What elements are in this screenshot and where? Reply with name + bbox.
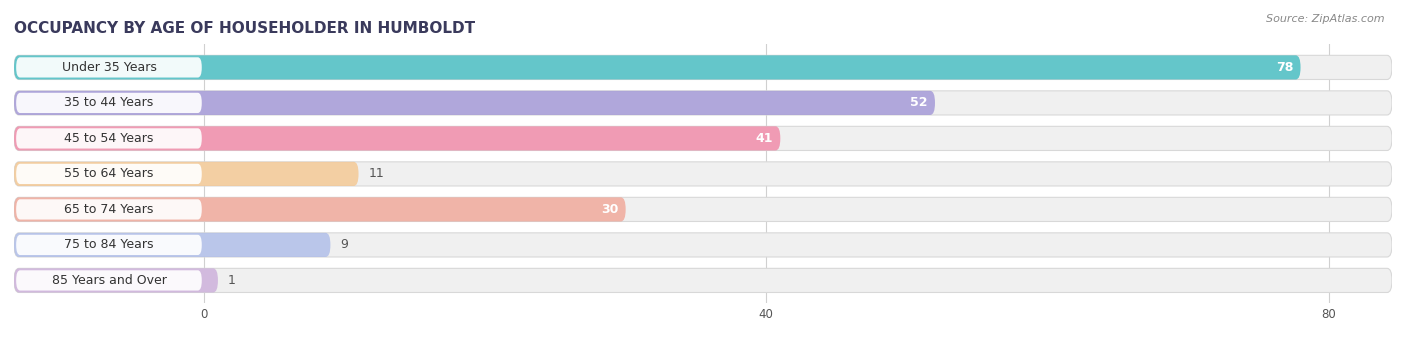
FancyBboxPatch shape xyxy=(17,57,202,77)
Text: 75 to 84 Years: 75 to 84 Years xyxy=(65,238,153,251)
FancyBboxPatch shape xyxy=(14,233,1392,257)
FancyBboxPatch shape xyxy=(14,197,626,222)
FancyBboxPatch shape xyxy=(14,268,218,293)
Text: 52: 52 xyxy=(911,97,928,109)
Text: 41: 41 xyxy=(756,132,773,145)
Text: Under 35 Years: Under 35 Years xyxy=(62,61,156,74)
FancyBboxPatch shape xyxy=(17,128,202,149)
FancyBboxPatch shape xyxy=(14,126,1392,150)
Text: OCCUPANCY BY AGE OF HOUSEHOLDER IN HUMBOLDT: OCCUPANCY BY AGE OF HOUSEHOLDER IN HUMBO… xyxy=(14,21,475,36)
FancyBboxPatch shape xyxy=(14,162,1392,186)
Text: 9: 9 xyxy=(340,238,349,251)
Text: 85 Years and Over: 85 Years and Over xyxy=(52,274,166,287)
Text: 11: 11 xyxy=(368,167,384,180)
FancyBboxPatch shape xyxy=(14,91,1392,115)
Text: 30: 30 xyxy=(602,203,619,216)
FancyBboxPatch shape xyxy=(14,55,1392,79)
Text: 78: 78 xyxy=(1277,61,1294,74)
Text: 45 to 54 Years: 45 to 54 Years xyxy=(65,132,153,145)
FancyBboxPatch shape xyxy=(17,199,202,220)
Text: 35 to 44 Years: 35 to 44 Years xyxy=(65,97,153,109)
Text: 55 to 64 Years: 55 to 64 Years xyxy=(65,167,153,180)
FancyBboxPatch shape xyxy=(17,235,202,255)
FancyBboxPatch shape xyxy=(14,197,1392,222)
FancyBboxPatch shape xyxy=(17,164,202,184)
FancyBboxPatch shape xyxy=(14,91,935,115)
Text: 65 to 74 Years: 65 to 74 Years xyxy=(65,203,153,216)
FancyBboxPatch shape xyxy=(14,268,1392,293)
Text: Source: ZipAtlas.com: Source: ZipAtlas.com xyxy=(1267,14,1385,24)
FancyBboxPatch shape xyxy=(14,233,330,257)
FancyBboxPatch shape xyxy=(17,93,202,113)
FancyBboxPatch shape xyxy=(14,55,1301,79)
FancyBboxPatch shape xyxy=(14,162,359,186)
FancyBboxPatch shape xyxy=(17,270,202,291)
FancyBboxPatch shape xyxy=(14,126,780,150)
Text: 1: 1 xyxy=(228,274,236,287)
